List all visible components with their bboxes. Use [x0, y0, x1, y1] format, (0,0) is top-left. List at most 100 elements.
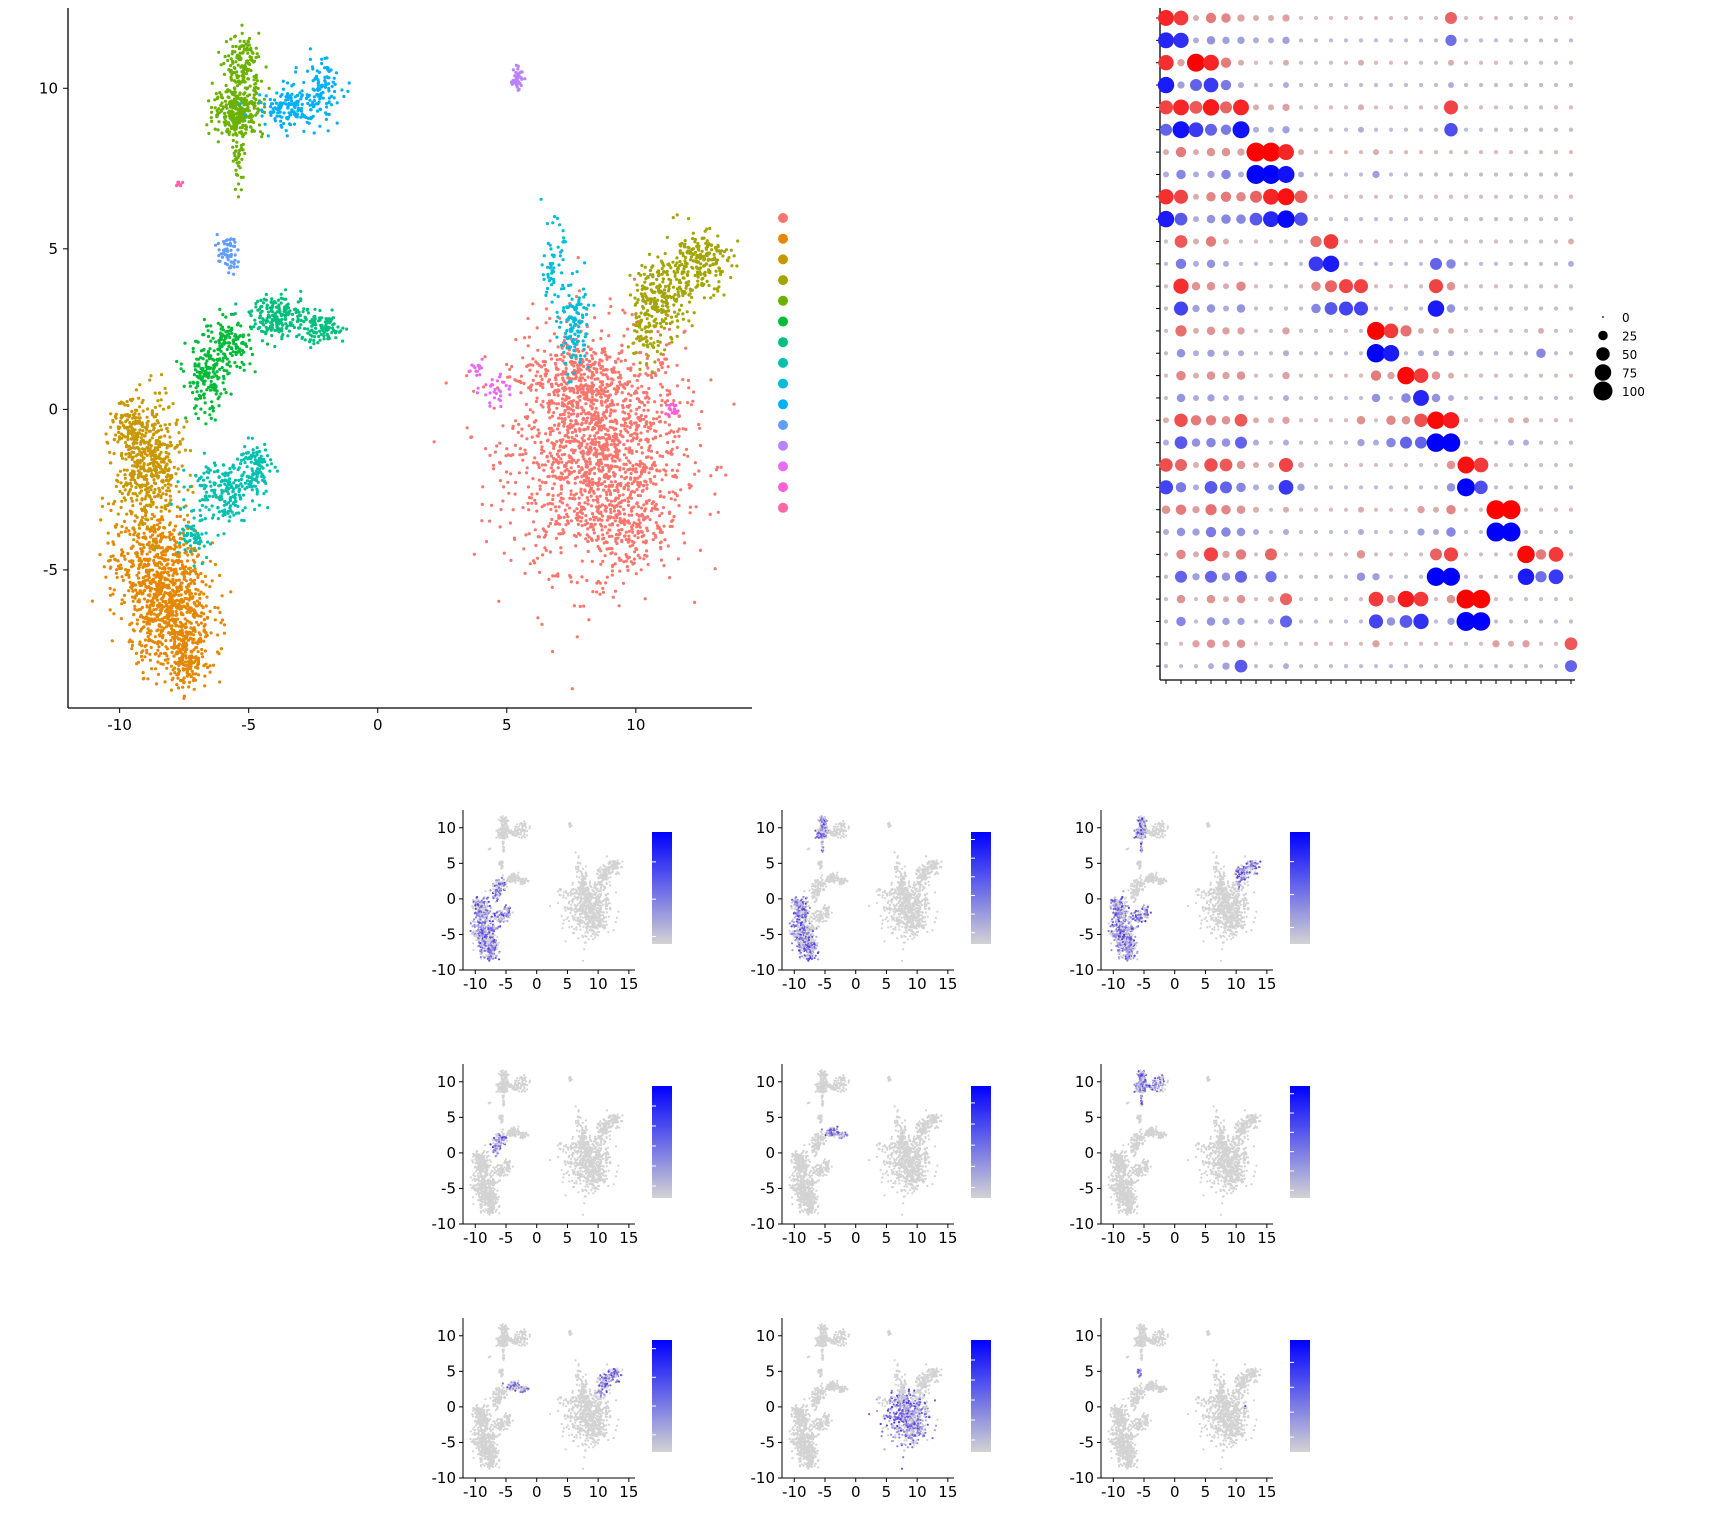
umap-cell-point	[661, 478, 664, 481]
umap-cell-point	[208, 585, 211, 588]
umap-cell-point	[637, 505, 640, 508]
umap-cell-point	[624, 382, 627, 385]
umap-cell-point	[594, 378, 597, 381]
umap-cell-point	[548, 317, 551, 320]
umap-cell-point	[567, 431, 570, 434]
umap-cell-point	[555, 368, 558, 371]
umap-cell-point	[570, 493, 573, 496]
umap-cell-point	[607, 488, 610, 491]
umap-cell-point	[604, 581, 607, 584]
umap-cell-point	[624, 534, 627, 537]
umap-cell-point	[209, 610, 212, 613]
umap-cell-point	[530, 493, 533, 496]
umap-cell-point	[614, 450, 617, 453]
umap-cell-point	[154, 530, 157, 533]
umap-cell-point	[667, 451, 670, 454]
umap-cell-point	[661, 455, 664, 458]
umap-cell-point	[585, 420, 588, 423]
umap-cell-point	[615, 542, 618, 545]
umap-cell-point	[647, 409, 650, 412]
umap-cell-point	[574, 544, 577, 547]
umap-cell-point	[598, 477, 601, 480]
umap-cell-point	[662, 506, 665, 509]
umap-cell-point	[584, 402, 587, 405]
umap-cell-point	[683, 453, 686, 456]
umap-cell-point	[628, 556, 631, 559]
umap-cell-point	[642, 489, 645, 492]
umap-cell-point	[668, 491, 671, 494]
umap-cell-point	[616, 524, 619, 527]
umap-cell-point	[551, 487, 554, 490]
umap-cell-point	[637, 554, 640, 557]
umap-cell-point	[628, 522, 631, 525]
umap-cell-point	[581, 560, 584, 563]
umap-cell-point	[117, 533, 120, 536]
umap-cell-point	[635, 572, 638, 575]
umap-cell-point	[123, 601, 126, 604]
umap-cell-point	[611, 457, 614, 460]
umap-cell-point	[652, 538, 655, 541]
umap-cell-point	[579, 605, 582, 608]
umap-cell-point	[218, 574, 221, 577]
umap-cell-point	[625, 417, 628, 420]
umap-cell-point	[583, 439, 586, 442]
umap-cell-point	[550, 400, 553, 403]
umap-cell-point	[623, 477, 626, 480]
umap-cell-point	[539, 488, 542, 491]
umap-cell-point	[607, 470, 610, 473]
umap-cell-point	[122, 579, 125, 582]
umap-cell-point	[560, 461, 563, 464]
umap-cell-point	[582, 387, 585, 390]
umap-cell-point	[647, 397, 650, 400]
umap-cell-point	[603, 390, 606, 393]
umap-cell-point	[637, 536, 640, 539]
umap-cell-point	[521, 459, 524, 462]
umap-cell-point	[504, 454, 507, 457]
umap-cell-point	[600, 519, 603, 522]
umap-cell-point	[615, 486, 618, 489]
umap-cell-point	[613, 442, 616, 445]
umap-cell-point	[620, 540, 623, 543]
umap-cell-point	[586, 527, 589, 530]
umap-cell-point	[520, 428, 523, 431]
umap-cell-point	[642, 484, 645, 487]
umap-cell-point	[481, 503, 484, 506]
umap-cell-point	[572, 388, 575, 391]
umap-cell-point	[541, 553, 544, 556]
umap-cell-point	[661, 366, 664, 369]
umap-cell-point	[571, 687, 574, 690]
umap-cell-point	[120, 525, 123, 528]
umap-cell-point	[642, 418, 645, 421]
umap-cell-point	[676, 446, 679, 449]
umap-cell-point	[625, 463, 628, 466]
umap-cell-point	[638, 439, 641, 442]
umap-cell-point	[624, 399, 627, 402]
umap-cell-point	[606, 531, 609, 534]
umap-cell-point	[144, 559, 147, 562]
umap-cell-point	[513, 537, 516, 540]
umap-cell-point	[608, 503, 611, 506]
umap-cell-point	[594, 482, 597, 485]
umap-cell-point	[624, 471, 627, 474]
umap-cell-point	[635, 408, 638, 411]
umap-cell-point	[183, 518, 186, 521]
umap-cell-point	[580, 444, 583, 447]
umap-cell-point	[600, 525, 603, 528]
umap-cell-point	[158, 521, 161, 524]
umap-cell-point	[639, 481, 642, 484]
umap-cell-point	[546, 475, 549, 478]
umap-cell-point	[687, 386, 690, 389]
umap-cell-point	[635, 488, 638, 491]
umap-cell-point	[193, 582, 196, 585]
umap-cell-point	[601, 533, 604, 536]
umap-cell-point	[635, 437, 638, 440]
umap-cell-point	[695, 505, 698, 508]
umap-cell-point	[590, 468, 593, 471]
umap-cell-point	[193, 579, 196, 582]
umap-cell-point	[621, 309, 624, 312]
umap-cell-point	[579, 510, 582, 513]
umap-cell-point	[648, 467, 651, 470]
umap-cell-point	[514, 338, 517, 341]
umap-cell-point	[629, 461, 632, 464]
umap-cell-point	[635, 421, 638, 424]
